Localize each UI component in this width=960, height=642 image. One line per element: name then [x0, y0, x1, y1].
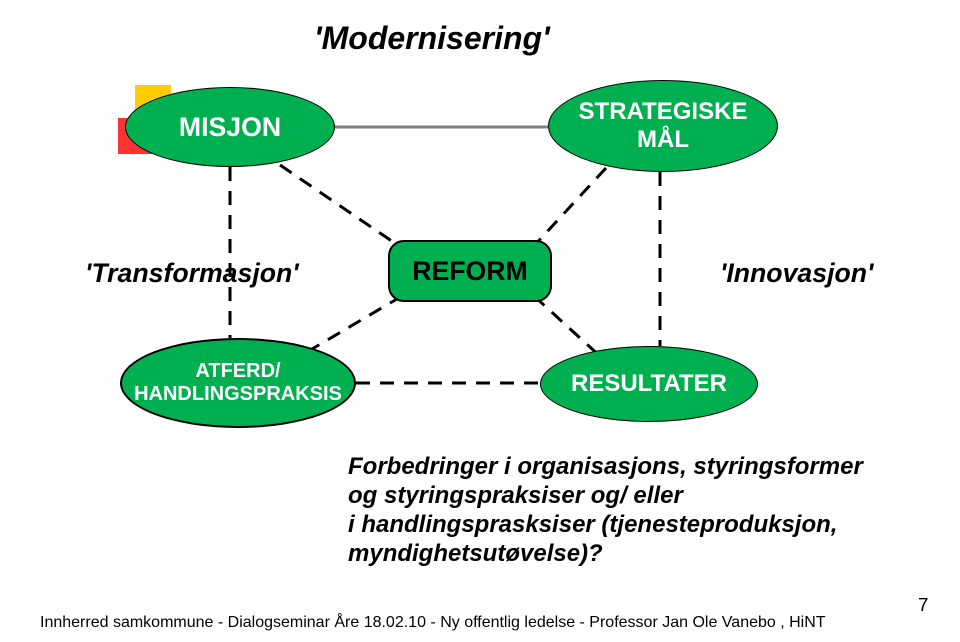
- node-atferd-label: ATFERD/ HANDLINGSPRAKSIS: [134, 360, 342, 406]
- node-reform: REFORM: [388, 240, 552, 302]
- body-line-3: i handlingsprasksiser (tjenesteproduksjo…: [348, 510, 863, 539]
- node-resultater: RESULTATER: [540, 346, 758, 422]
- slide-canvas: 'Modernisering' MISJON STRATEGISKE MÅL R…: [0, 0, 960, 642]
- node-atferd-line2: HANDLINGSPRAKSIS: [134, 383, 342, 405]
- node-strategiske-mal-label: STRATEGISKE MÅL: [579, 98, 748, 154]
- node-atferd: ATFERD/ HANDLINGSPRAKSIS: [120, 338, 356, 428]
- node-strategiske-mal-line2: MÅL: [637, 126, 689, 153]
- footer-text: Innherred samkommune - Dialogseminar Åre…: [40, 614, 826, 632]
- body-line-1: Forbedringer i organisasjons, styringsfo…: [348, 452, 863, 481]
- label-transformasjon: 'Transformasjon': [85, 258, 299, 289]
- node-strategiske-mal: STRATEGISKE MÅL: [548, 80, 778, 172]
- body-line-4: myndighetsutøvelse)?: [348, 539, 863, 568]
- node-reform-label: REFORM: [412, 256, 528, 287]
- page-number: 7: [918, 594, 928, 616]
- node-resultater-label: RESULTATER: [571, 370, 727, 398]
- label-innovasjon: 'Innovasjon': [720, 258, 873, 289]
- node-misjon-label: MISJON: [179, 112, 281, 143]
- body-text: Forbedringer i organisasjons, styringsfo…: [348, 452, 863, 568]
- node-strategiske-mal-line1: STRATEGISKE: [579, 98, 748, 125]
- body-line-2: og styringspraksiser og/ eller: [348, 481, 863, 510]
- node-atferd-line1: ATFERD/: [195, 360, 280, 382]
- slide-title: 'Modernisering': [314, 20, 550, 57]
- node-misjon: MISJON: [125, 87, 335, 167]
